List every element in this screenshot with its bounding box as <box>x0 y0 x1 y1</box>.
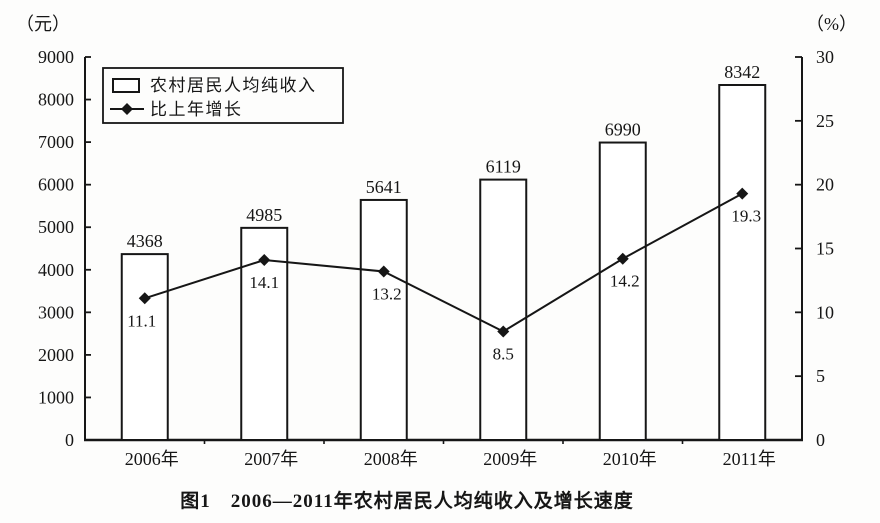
bar-value-label: 6119 <box>486 157 521 177</box>
left-axis-tick-label: 6000 <box>38 175 74 195</box>
growth-value-label: 14.1 <box>249 273 279 292</box>
left-axis-tick-label: 2000 <box>38 345 74 365</box>
bar-value-label: 4985 <box>246 205 282 225</box>
figure-caption: 图1 2006—2011年农村居民人均纯收入及增长速度 <box>180 491 634 512</box>
right-axis-tick-label: 10 <box>816 302 834 322</box>
left-axis-tick-label: 9000 <box>38 47 74 67</box>
bar-value-label: 4368 <box>127 231 163 251</box>
legend-diamond-marker-icon <box>121 103 133 115</box>
growth-line <box>144 192 743 333</box>
legend-label-growth: 比上年增长 <box>150 100 243 119</box>
x-axis-category-label: 2009年 <box>483 449 537 469</box>
right-axis-tick-label: 25 <box>816 111 834 131</box>
left-axis-tick-label: 7000 <box>38 132 74 152</box>
x-axis-category-label: 2010年 <box>603 449 657 469</box>
legend-box <box>102 67 344 124</box>
growth-value-label: 13.2 <box>372 284 402 303</box>
left-axis-tick-label: 0 <box>65 430 74 450</box>
growth-value-label: 8.5 <box>493 344 514 363</box>
bar-value-label: 6990 <box>605 120 641 140</box>
legend-label-income: 农村居民人均纯收入 <box>150 76 317 95</box>
x-axis-category-label: 2007年 <box>244 449 298 469</box>
bar-2008年 <box>359 198 408 441</box>
left-axis-tick-label: 3000 <box>38 302 74 322</box>
x-axis-category-label: 2011年 <box>723 449 776 469</box>
bar-value-label: 8342 <box>724 62 760 82</box>
right-axis-tick-label: 30 <box>816 47 834 67</box>
right-axis-tick-label: 0 <box>816 430 825 450</box>
legend-bar-swatch-icon <box>112 78 140 93</box>
x-axis-category-label: 2008年 <box>364 449 418 469</box>
bar-2009年 <box>479 178 528 441</box>
growth-value-label: 14.2 <box>610 272 640 291</box>
left-axis-tick-label: 1000 <box>38 387 74 407</box>
line-marker-2011年 <box>736 187 749 200</box>
line-marker-2006年 <box>138 292 151 305</box>
bar-2010年 <box>598 141 647 442</box>
left-axis-tick-label: 4000 <box>38 260 74 280</box>
bar-2011年 <box>718 84 767 441</box>
left-axis-tick-label: 5000 <box>38 217 74 237</box>
line-marker-2009年 <box>497 325 510 338</box>
right-axis-tick-label: 20 <box>816 175 834 195</box>
x-axis-category-label: 2006年 <box>125 449 179 469</box>
right-axis-tick-label: 15 <box>816 239 834 259</box>
right-axis-tick-label: 5 <box>816 366 825 386</box>
growth-value-label: 19.3 <box>731 207 761 226</box>
right-axis-unit-label: （%） <box>806 14 857 34</box>
bar-2006年 <box>120 253 169 441</box>
left-axis-tick-label: 8000 <box>38 90 74 110</box>
left-axis-unit-label: （元） <box>16 14 70 34</box>
line-marker-2008年 <box>377 265 390 278</box>
bar-value-label: 5641 <box>366 177 402 197</box>
line-marker-2007年 <box>258 253 271 266</box>
growth-value-label: 11.1 <box>127 311 156 330</box>
line-marker-2010年 <box>616 252 629 265</box>
